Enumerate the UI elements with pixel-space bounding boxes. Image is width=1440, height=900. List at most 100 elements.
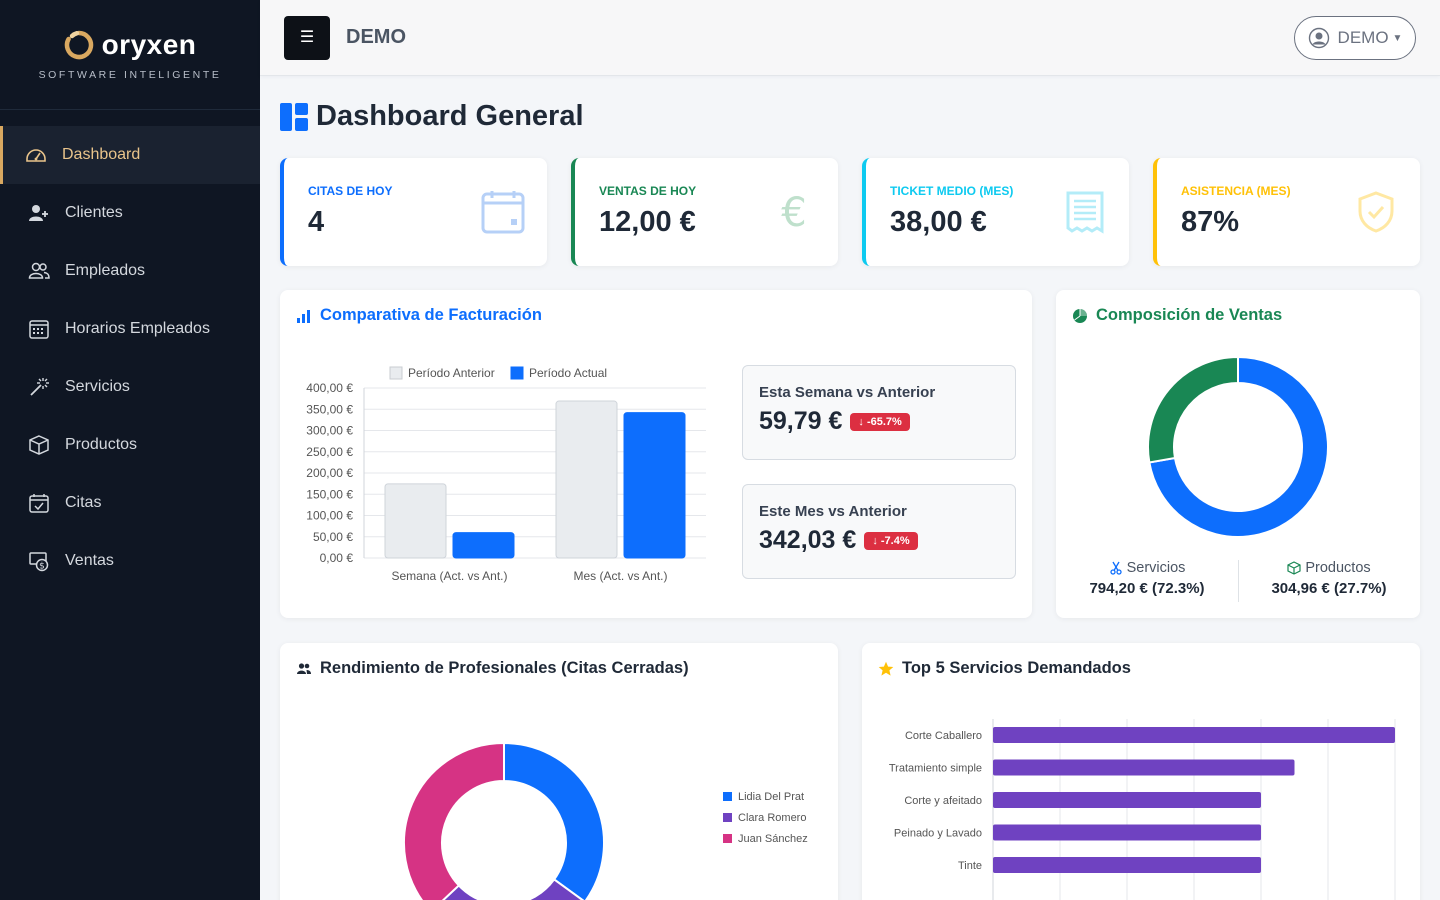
- calendar-check-icon: [27, 491, 51, 515]
- sidebar-item-label: Citas: [65, 494, 102, 511]
- y-tick-label: Tratamiento simple: [889, 763, 982, 775]
- sidebar-item-productos[interactable]: Productos: [0, 416, 260, 474]
- kpi-card-asistencia: ASISTENCIA (MES) 87%: [1153, 158, 1420, 266]
- products-stat: Productos 304,96 € (27.7%): [1238, 560, 1420, 597]
- legend-label: Período Anterior: [408, 366, 495, 380]
- cash-register-icon: $: [27, 549, 51, 573]
- kpi-card-ticket-medio: TICKET MEDIO (MES) 38,00 €: [862, 158, 1129, 266]
- month-comparison-box: Este Mes vs Anterior 342,03 € ↓ -7.4%: [742, 484, 1016, 579]
- bar: [993, 824, 1261, 841]
- svg-text:€: €: [781, 190, 806, 234]
- bar: [452, 532, 515, 559]
- legend-swatch: [389, 366, 403, 380]
- sales-composition-donut: [1147, 355, 1329, 538]
- box-icon: [1287, 561, 1301, 575]
- pie-chart-icon: [1073, 308, 1087, 323]
- performance-card-title: Rendimiento de Profesionales (Citas Cerr…: [296, 659, 689, 678]
- top-services-card-title: Top 5 Servicios Demandados: [878, 659, 1131, 678]
- menu-toggle-button[interactable]: ☰: [284, 16, 330, 60]
- month-comparison-label: Este Mes vs Anterior: [759, 503, 907, 520]
- brand-logo-icon: [64, 30, 93, 59]
- donut-slice: [503, 741, 605, 900]
- y-tick-label: Corte y afeitado: [904, 795, 982, 807]
- composition-card-title: Composición de Ventas: [1072, 306, 1282, 325]
- brand: oryxen SOFTWARE INTELIGENTE: [0, 0, 260, 110]
- sidebar-item-label: Horarios Empleados: [65, 320, 210, 337]
- user-menu-button[interactable]: DEMO ▼: [1294, 16, 1416, 60]
- bar-chart-icon: [297, 309, 310, 323]
- x-tick-label: Mes (Act. vs Ant.): [573, 569, 667, 583]
- star-icon: [878, 661, 894, 676]
- scissors-icon: [1109, 561, 1122, 575]
- receipt-icon: [1066, 191, 1104, 234]
- legend-label: Juan Sánchez: [738, 833, 808, 845]
- sidebar-item-ventas[interactable]: $ Ventas: [0, 532, 260, 590]
- page-title: Dashboard General: [280, 100, 584, 133]
- week-change-badge: ↓ -65.7%: [850, 412, 910, 431]
- month-change-badge: ↓ -7.4%: [864, 531, 918, 550]
- y-tick-label: 0,00 €: [320, 551, 354, 565]
- y-tick-label: 200,00 €: [306, 466, 353, 480]
- brand-tagline: SOFTWARE INTELIGENTE: [38, 68, 222, 81]
- billing-title-text: Comparativa de Facturación: [320, 306, 542, 324]
- top-bar-title: DEMO: [346, 26, 406, 48]
- top-services-title-text: Top 5 Servicios Demandados: [902, 659, 1131, 677]
- page-title-text: Dashboard General: [316, 100, 584, 132]
- y-tick-label: Corte Caballero: [905, 730, 982, 742]
- kpi-value: 87%: [1181, 206, 1240, 238]
- magic-wand-icon: [27, 375, 51, 399]
- y-tick-label: 350,00 €: [306, 402, 353, 416]
- kpi-label: CITAS DE HOY: [308, 184, 393, 198]
- euro-icon: €: [781, 190, 806, 234]
- sidebar-item-label: Dashboard: [62, 146, 141, 163]
- kpi-label: VENTAS DE HOY: [599, 184, 697, 198]
- brand-name: oryxen: [101, 28, 197, 60]
- products-label: Productos: [1305, 560, 1371, 576]
- sidebar-item-servicios[interactable]: Servicios: [0, 358, 260, 416]
- top-services-card: Top 5 Servicios Demandados 024681012Cort…: [862, 643, 1420, 900]
- billing-card-title: Comparativa de Facturación: [296, 306, 542, 325]
- donut-slice: [1148, 355, 1329, 538]
- sidebar-item-citas[interactable]: Citas: [0, 474, 260, 532]
- main-content: Dashboard General CITAS DE HOY 4 VENTAS …: [260, 76, 1440, 900]
- sidebar-item-label: Productos: [65, 436, 138, 453]
- sidebar-nav: Dashboard Clientes Empleados Horarios Em…: [0, 110, 260, 590]
- performance-title-text: Rendimiento de Profesionales (Citas Cerr…: [320, 659, 689, 677]
- kpi-card-ventas-hoy: VENTAS DE HOY 12,00 € €: [571, 158, 838, 266]
- composition-title-text: Composición de Ventas: [1096, 306, 1283, 324]
- legend-swatch: [723, 834, 732, 843]
- sidebar-item-clientes[interactable]: Clientes: [0, 184, 260, 242]
- top-bar: ☰ DEMO DEMO ▼: [260, 0, 1440, 76]
- sidebar-item-label: Servicios: [65, 378, 130, 395]
- products-value: 304,96 € (27.7%): [1271, 580, 1387, 597]
- hamburger-icon: ☰: [299, 29, 315, 46]
- sidebar-item-label: Empleados: [65, 262, 146, 279]
- people-icon: [27, 259, 51, 283]
- bar: [993, 727, 1395, 743]
- calendar-grid-icon: [27, 317, 51, 341]
- sidebar-item-horarios-empleados[interactable]: Horarios Empleados: [0, 300, 260, 358]
- billing-card: Comparativa de Facturación Período Anter…: [280, 290, 1032, 618]
- y-tick-label: 100,00 €: [306, 509, 353, 523]
- sidebar: oryxen SOFTWARE INTELIGENTE Dashboard Cl…: [0, 0, 260, 900]
- sidebar-item-label: Ventas: [65, 552, 114, 569]
- donut-slice: [1147, 355, 1239, 464]
- services-value: 794,20 € (72.3%): [1089, 580, 1205, 597]
- sales-composition-card: Composición de Ventas Servicios 794,20 €…: [1056, 290, 1420, 618]
- dashboard-layout-icon: [280, 102, 308, 131]
- kpi-label: ASISTENCIA (MES): [1181, 184, 1291, 198]
- y-tick-label: 300,00 €: [306, 424, 353, 438]
- box-icon: [27, 433, 51, 457]
- performance-donut: Lidia Del Prat Clara Romero Juan Sánchez: [403, 741, 808, 900]
- week-comparison-label: Esta Semana vs Anterior: [759, 384, 936, 401]
- sidebar-item-label: Clientes: [65, 204, 123, 221]
- user-menu-label: DEMO: [1337, 28, 1389, 47]
- y-tick-label: Tinte: [958, 860, 982, 872]
- sidebar-item-empleados[interactable]: Empleados: [0, 242, 260, 300]
- legend-swatch: [723, 813, 732, 822]
- svg-text:$: $: [39, 562, 45, 572]
- people-icon: [297, 662, 311, 674]
- sidebar-item-dashboard[interactable]: Dashboard: [0, 126, 260, 184]
- speedometer-icon: [24, 143, 48, 167]
